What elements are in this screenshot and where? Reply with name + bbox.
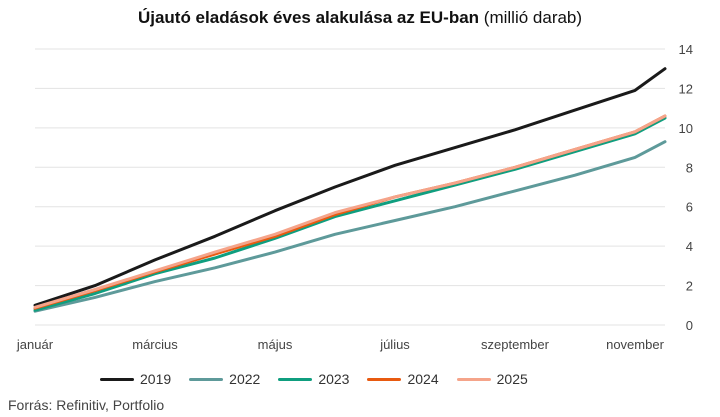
y-axis-ticks: 0 2 4 6 8 10 12 14 [679, 42, 693, 333]
legend-swatch [278, 377, 313, 381]
chart-canvas: 0 2 4 6 8 10 12 14 január március május július szep… [16, 42, 693, 352]
legend-item-2024: 2024 [367, 371, 439, 387]
y-tick-label: 12 [679, 81, 693, 96]
source-note: Forrás: Refinitiv, Portfolio [8, 397, 165, 413]
chart-title-main: Újautó eladások éves alakulása az EU-ban [137, 8, 480, 27]
series-line-2022 [33, 140, 667, 313]
chart-title: Újautó eladások éves alakulása az EU-ban… [0, 8, 720, 28]
legend-item-2023: 2023 [278, 371, 349, 387]
legend-swatch [456, 377, 491, 381]
legend-item-2022: 2022 [189, 371, 260, 387]
legend-label: 2025 [496, 371, 528, 387]
legend-label: 2019 [140, 371, 172, 387]
x-tick-label: november [606, 337, 664, 352]
x-axis-ticks: január március május július szeptember novemb… [16, 337, 665, 352]
y-tick-label: 0 [686, 318, 693, 333]
legend-item-2019: 2019 [100, 371, 171, 387]
chart-title-unit: (millió darab) [483, 8, 583, 27]
x-tick-label: január [16, 337, 54, 352]
x-tick-label: július [379, 337, 410, 352]
legend-label: 2022 [229, 371, 261, 387]
legend-swatch [100, 377, 134, 381]
series-lines [33, 67, 667, 313]
series-line-2023 [33, 116, 667, 312]
legend-item-2025: 2025 [456, 371, 528, 387]
y-tick-label: 6 [686, 200, 693, 215]
legend-label: 2023 [318, 371, 350, 387]
y-tick-label: 8 [686, 160, 693, 175]
x-tick-label: május [258, 337, 293, 352]
legend: 2019 2022 2023 2024 2025 [100, 371, 528, 387]
x-tick-label: március [132, 337, 178, 352]
y-tick-label: 4 [686, 239, 693, 254]
y-tick-label: 2 [686, 279, 693, 294]
legend-swatch [189, 377, 224, 381]
x-tick-label: szeptember [481, 337, 550, 352]
series-line-2025 [33, 114, 667, 309]
legend-swatch [367, 377, 402, 381]
y-tick-label: 14 [679, 42, 693, 57]
series-line-2019 [33, 67, 667, 307]
legend-label: 2024 [407, 371, 439, 387]
y-tick-label: 10 [679, 121, 693, 136]
